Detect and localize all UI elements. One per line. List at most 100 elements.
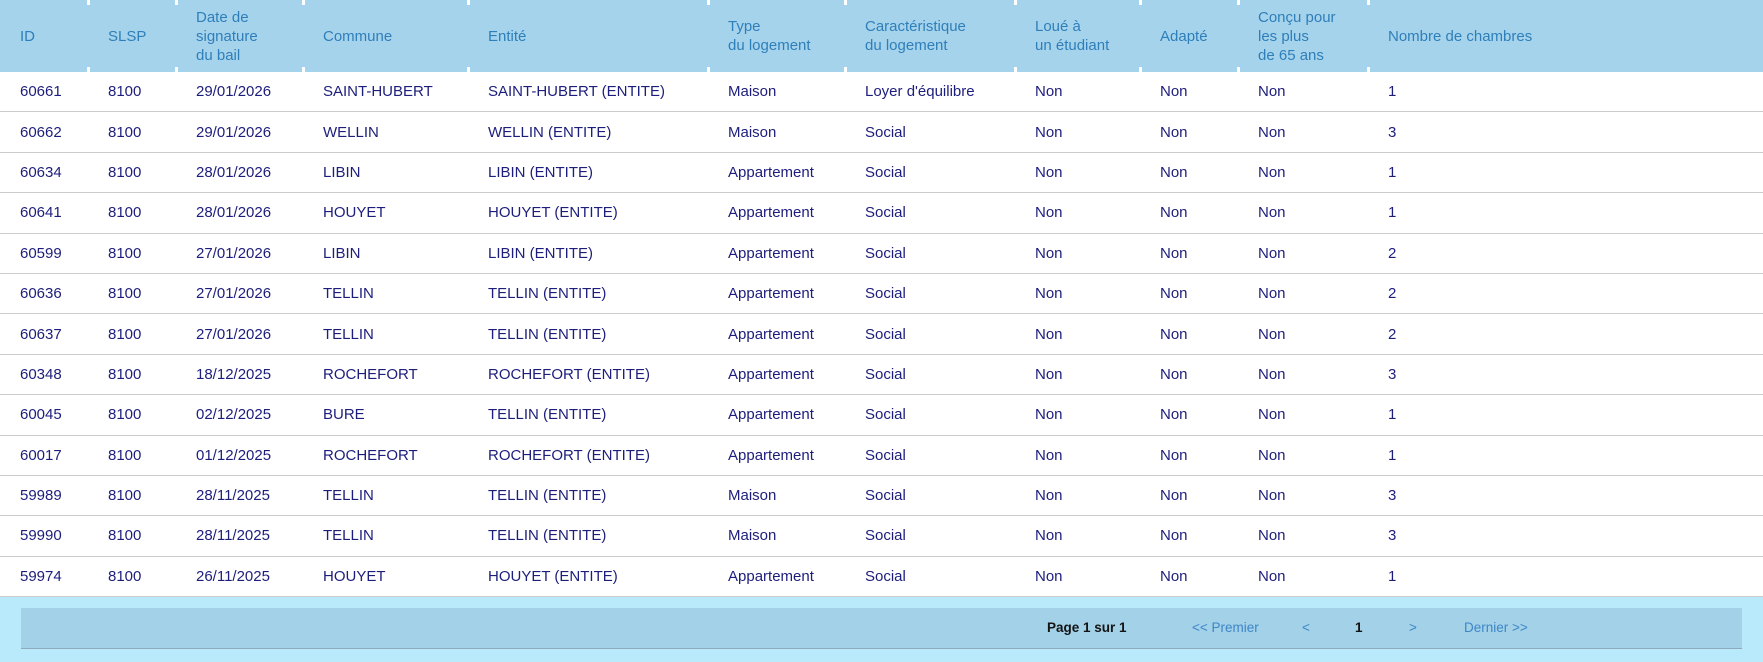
cell-type: Appartement xyxy=(708,556,845,598)
cell-slsp: 8100 xyxy=(88,273,176,315)
cell-concu65: Non xyxy=(1238,193,1368,234)
cell-adapte: Non xyxy=(1140,354,1238,396)
page-info-label: Page 1 sur 1 xyxy=(1047,619,1127,635)
cell-concu65: Non xyxy=(1238,435,1368,476)
table-row[interactable]: 60641 8100 28/01/2026 HOUYET HOUYET (ENTITE)… xyxy=(0,193,1763,234)
col-header-commune[interactable]: Commune xyxy=(302,0,468,72)
table-row[interactable]: 60636 8100 27/01/2026 TELLIN TELLIN (ENTITE)… xyxy=(0,273,1763,315)
cell-etudiant: Non xyxy=(1015,193,1140,234)
col-header-id[interactable]: ID xyxy=(0,0,88,72)
cell-caracteristique: Social xyxy=(845,273,1015,315)
cell-chambres: 2 xyxy=(1368,314,1763,355)
cell-date: 29/01/2026 xyxy=(176,112,303,153)
table-row[interactable]: 60637 8100 27/01/2026 TELLIN TELLIN (ENTITE)… xyxy=(0,314,1763,355)
cell-etudiant: Non xyxy=(1015,314,1140,355)
cell-commune: TELLIN xyxy=(303,516,468,557)
cell-slsp: 8100 xyxy=(88,395,176,436)
cell-etudiant: Non xyxy=(1015,152,1140,194)
cell-commune: HOUYET xyxy=(303,193,468,234)
pagination-bar: Page 1 sur 1 << Premier < 1 > Dernier >> xyxy=(21,607,1742,649)
cell-entite: ROCHEFORT (ENTITE) xyxy=(468,435,708,476)
table-row[interactable]: 60017 8100 01/12/2025 ROCHEFORT ROCHEFORT (E… xyxy=(0,435,1763,476)
cell-entite: SAINT-HUBERT (ENTITE) xyxy=(468,72,708,113)
col-header-caracteristique[interactable]: Caractéristique du logement xyxy=(844,0,1015,72)
cell-caracteristique: Social xyxy=(845,112,1015,153)
cell-slsp: 8100 xyxy=(88,233,176,274)
cell-concu65: Non xyxy=(1238,314,1368,355)
cell-type: Appartement xyxy=(708,354,845,396)
col-header-concu-65-ans[interactable]: Conçu pour les plus de 65 ans xyxy=(1237,0,1368,72)
cell-commune: LIBIN xyxy=(303,152,468,194)
cell-etudiant: Non xyxy=(1015,475,1140,517)
cell-etudiant: Non xyxy=(1015,395,1140,436)
table-row[interactable]: 60348 8100 18/12/2025 ROCHEFORT ROCHEFORT (E… xyxy=(0,354,1763,396)
cell-adapte: Non xyxy=(1140,233,1238,274)
cell-commune: HOUYET xyxy=(303,556,468,598)
cell-type: Maison xyxy=(708,72,845,113)
cell-commune: SAINT-HUBERT xyxy=(303,72,468,113)
cell-slsp: 8100 xyxy=(88,112,176,153)
cell-id: 60662 xyxy=(0,112,88,153)
col-header-slsp[interactable]: SLSP xyxy=(87,0,176,72)
cell-date: 27/01/2026 xyxy=(176,273,303,315)
current-page[interactable]: 1 xyxy=(1355,619,1363,635)
cell-adapte: Non xyxy=(1140,72,1238,113)
cell-adapte: Non xyxy=(1140,395,1238,436)
cell-id: 60634 xyxy=(0,152,88,194)
cell-caracteristique: Social xyxy=(845,516,1015,557)
col-header-nombre-chambres[interactable]: Nombre de chambres xyxy=(1367,0,1763,72)
cell-chambres: 1 xyxy=(1368,193,1763,234)
cell-etudiant: Non xyxy=(1015,112,1140,153)
cell-slsp: 8100 xyxy=(88,72,176,113)
col-header-loue-etudiant[interactable]: Loué à un étudiant xyxy=(1014,0,1140,72)
table-body: 60661 8100 29/01/2026 SAINT-HUBERT SAINT-HUB… xyxy=(0,72,1763,598)
cell-id: 60641 xyxy=(0,193,88,234)
cell-id: 60599 xyxy=(0,233,88,274)
cell-entite: TELLIN (ENTITE) xyxy=(468,395,708,436)
col-header-date-signature[interactable]: Date de signature du bail xyxy=(175,0,303,72)
col-header-adapte[interactable]: Adapté xyxy=(1139,0,1238,72)
cell-slsp: 8100 xyxy=(88,435,176,476)
cell-id: 59990 xyxy=(0,516,88,557)
cell-caracteristique: Loyer d'équilibre xyxy=(845,72,1015,113)
cell-concu65: Non xyxy=(1238,556,1368,598)
cell-caracteristique: Social xyxy=(845,435,1015,476)
cell-adapte: Non xyxy=(1140,314,1238,355)
last-page-button[interactable]: Dernier >> xyxy=(1464,619,1528,635)
table-row[interactable]: 60599 8100 27/01/2026 LIBIN LIBIN (ENTITE) Ap… xyxy=(0,233,1763,274)
cell-concu65: Non xyxy=(1238,152,1368,194)
cell-etudiant: Non xyxy=(1015,354,1140,396)
next-page-button[interactable]: > xyxy=(1409,619,1417,635)
table-row[interactable]: 59974 8100 26/11/2025 HOUYET HOUYET (ENTITE)… xyxy=(0,556,1763,598)
cell-adapte: Non xyxy=(1140,112,1238,153)
col-header-type-logement[interactable]: Type du logement xyxy=(707,0,845,72)
cell-caracteristique: Social xyxy=(845,193,1015,234)
table-row[interactable]: 60634 8100 28/01/2026 LIBIN LIBIN (ENTITE) Ap… xyxy=(0,152,1763,194)
col-header-entite[interactable]: Entité xyxy=(467,0,708,72)
cell-slsp: 8100 xyxy=(88,314,176,355)
cell-commune: BURE xyxy=(303,395,468,436)
cell-commune: TELLIN xyxy=(303,314,468,355)
cell-caracteristique: Social xyxy=(845,233,1015,274)
cell-etudiant: Non xyxy=(1015,233,1140,274)
cell-type: Maison xyxy=(708,516,845,557)
cell-date: 02/12/2025 xyxy=(176,395,303,436)
table-row[interactable]: 59989 8100 28/11/2025 TELLIN TELLIN (ENTITE)… xyxy=(0,475,1763,517)
table-row[interactable]: 60661 8100 29/01/2026 SAINT-HUBERT SAINT-HUB… xyxy=(0,72,1763,113)
table-row[interactable]: 59990 8100 28/11/2025 TELLIN TELLIN (ENTITE)… xyxy=(0,516,1763,557)
cell-date: 18/12/2025 xyxy=(176,354,303,396)
cell-entite: WELLIN (ENTITE) xyxy=(468,112,708,153)
cell-etudiant: Non xyxy=(1015,516,1140,557)
first-page-button[interactable]: << Premier xyxy=(1192,619,1259,635)
cell-concu65: Non xyxy=(1238,112,1368,153)
cell-chambres: 3 xyxy=(1368,475,1763,517)
pagination-footer: Page 1 sur 1 << Premier < 1 > Dernier >> xyxy=(0,597,1763,662)
cell-adapte: Non xyxy=(1140,152,1238,194)
table-row[interactable]: 60045 8100 02/12/2025 BURE TELLIN (ENTITE) Ap… xyxy=(0,395,1763,436)
prev-page-button[interactable]: < xyxy=(1302,619,1310,635)
cell-id: 59989 xyxy=(0,475,88,517)
table-row[interactable]: 60662 8100 29/01/2026 WELLIN WELLIN (ENTITE)… xyxy=(0,112,1763,153)
cell-entite: HOUYET (ENTITE) xyxy=(468,556,708,598)
cell-date: 26/11/2025 xyxy=(176,556,303,598)
cell-adapte: Non xyxy=(1140,193,1238,234)
